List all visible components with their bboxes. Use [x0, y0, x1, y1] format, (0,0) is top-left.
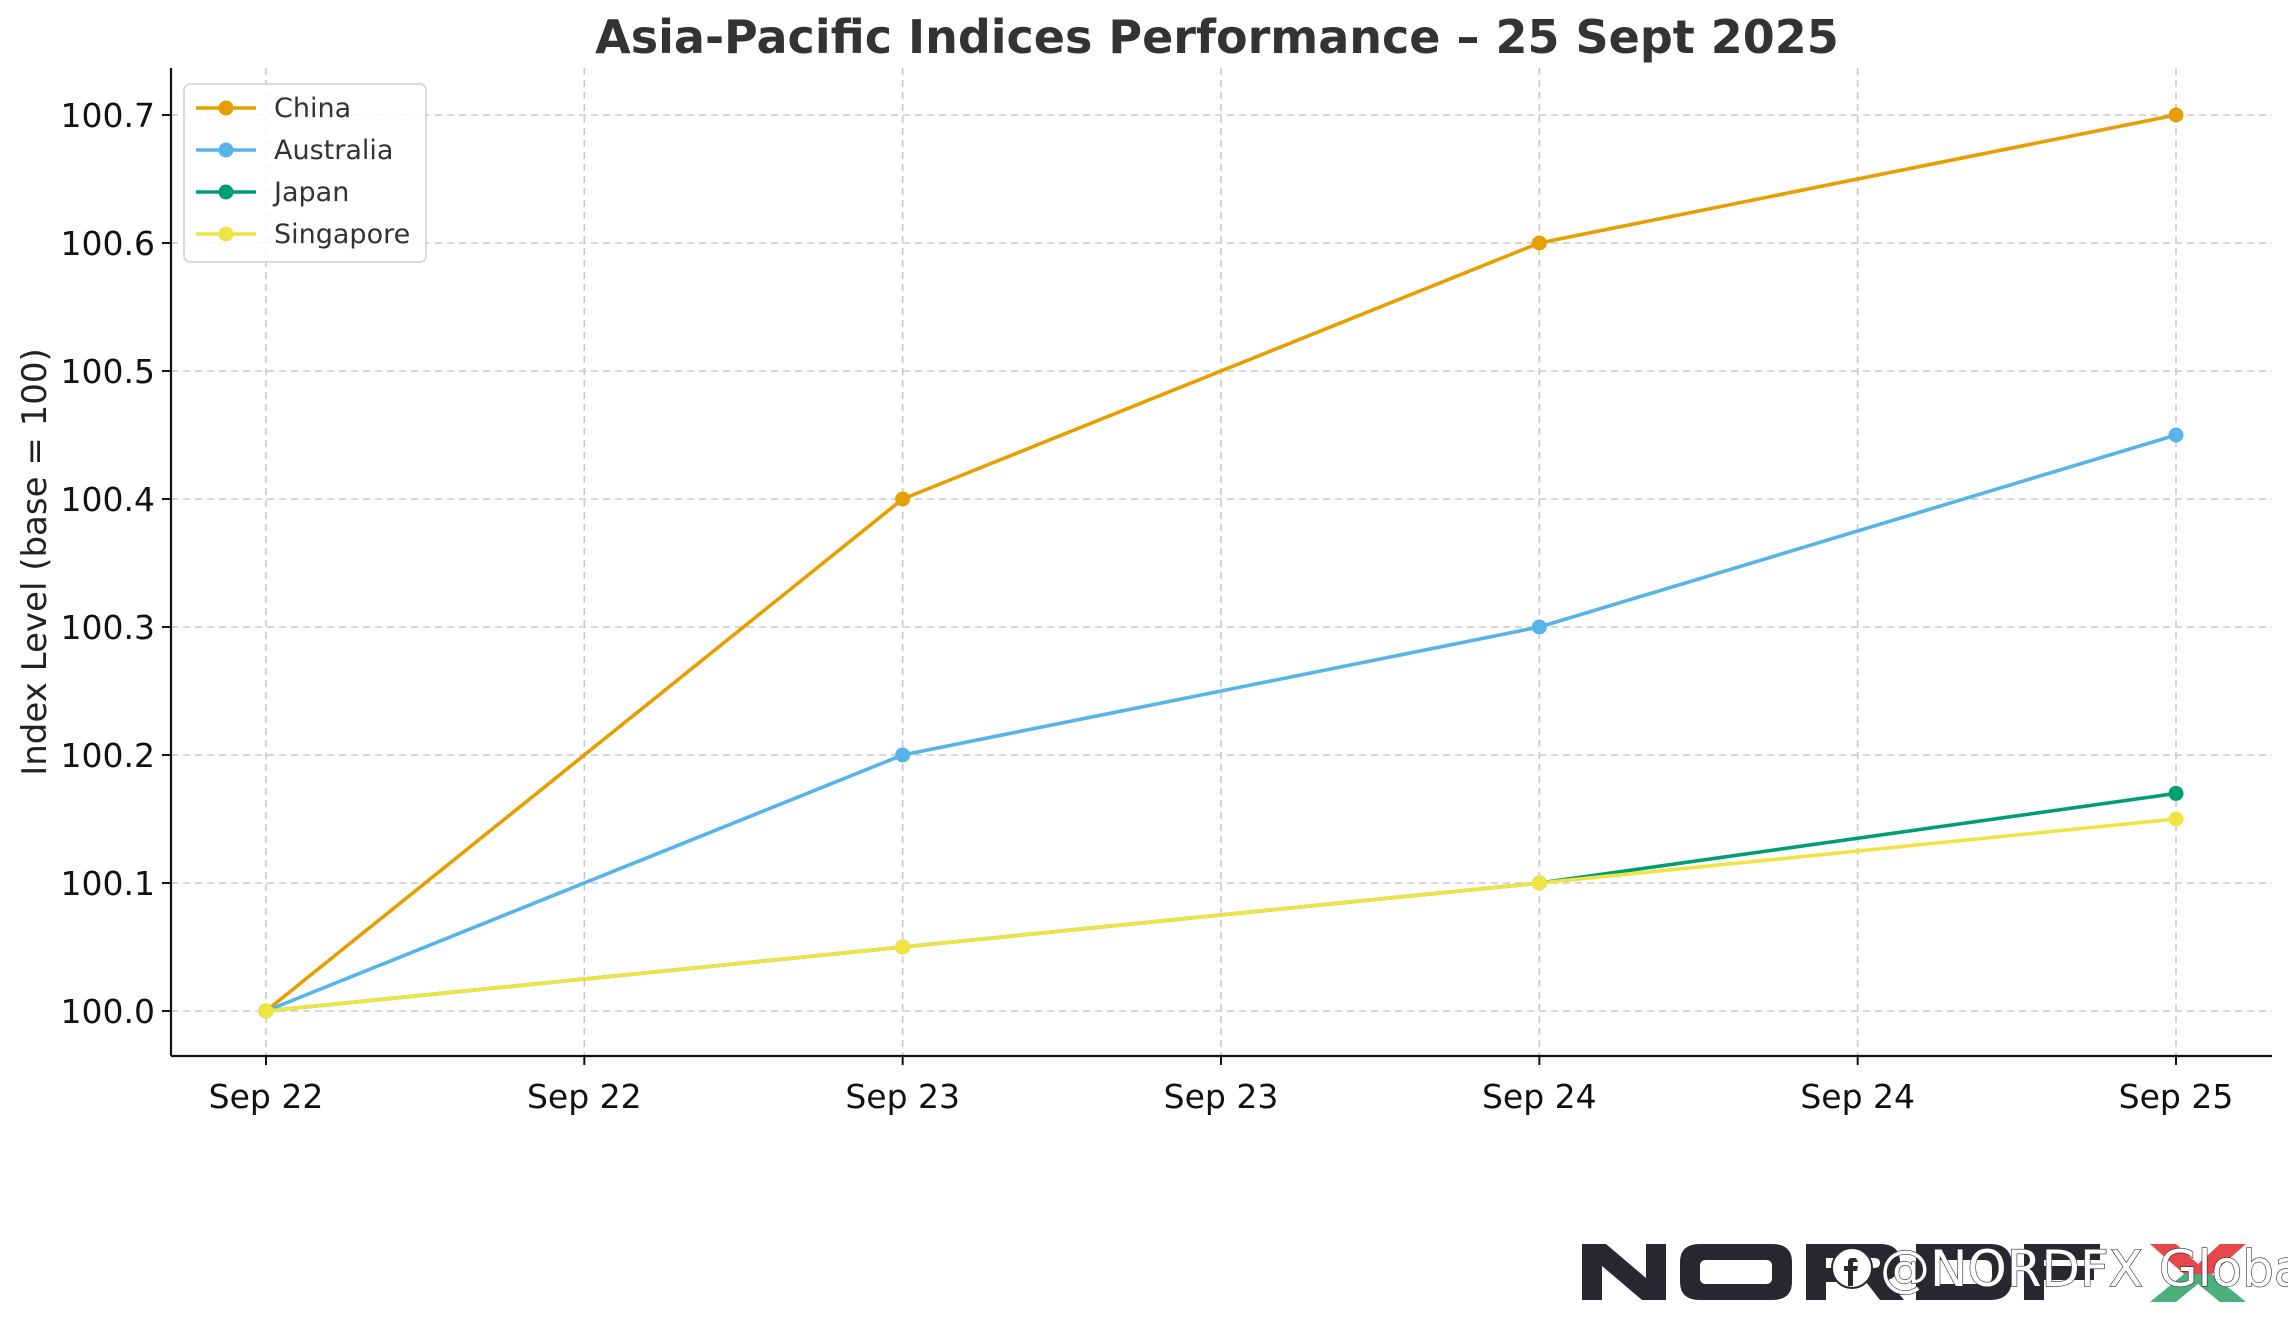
legend-item-singapore: Singapore — [196, 219, 410, 250]
data-point-singapore — [2168, 811, 2184, 827]
x-tick-label: Sep 25 — [2119, 1077, 2234, 1116]
data-point-australia — [895, 747, 911, 763]
series-line-australia — [265, 433, 2177, 1013]
legend-item-japan: Japan — [196, 177, 349, 208]
legend-items: China Australia Japan Singapore — [196, 93, 410, 250]
grid — [171, 68, 2272, 1056]
facebook-icon — [1831, 1247, 1873, 1289]
branding: @NORDFX Global — [1582, 1239, 2288, 1302]
legend-label: China — [274, 93, 351, 124]
x-tick-label: Sep 22 — [209, 1077, 324, 1116]
legend-swatch-marker — [218, 142, 234, 158]
y-tick-label: 100.2 — [61, 736, 155, 775]
x-tick-label: Sep 23 — [1164, 1077, 1279, 1116]
data-point-australia — [2168, 427, 2184, 443]
y-tick-label: 100.0 — [61, 992, 155, 1031]
data-point-singapore — [258, 1003, 274, 1019]
legend-swatch-marker — [218, 184, 234, 200]
y-tick-label: 100.4 — [61, 480, 155, 519]
series-line-china — [264, 113, 2177, 1013]
data-point-japan — [2168, 785, 2184, 801]
social-handle: @NORDFX Global — [1880, 1240, 2288, 1298]
legend-label: Japan — [272, 177, 349, 208]
x-tick-label: Sep 23 — [845, 1077, 960, 1116]
legend-item-australia: Australia — [196, 135, 393, 166]
legend-label: Singapore — [274, 219, 410, 250]
data-point-china — [2168, 107, 2184, 123]
x-tick-label: Sep 24 — [1800, 1077, 1915, 1116]
y-tick-label: 100.7 — [61, 96, 155, 135]
y-axis-label: Index Level (base = 100) — [15, 348, 55, 776]
legend-swatch-marker — [218, 100, 234, 116]
data-point-singapore — [895, 939, 911, 955]
x-tick-label: Sep 24 — [1482, 1077, 1597, 1116]
legend-item-china: China — [196, 93, 351, 124]
legend-frame — [183, 83, 427, 263]
x-tick-label: Sep 22 — [527, 1077, 642, 1116]
y-axis-ticks: 100.0 100.1 100.2 100.3 100.4 100.5 100.6 100.7 — [61, 96, 171, 1031]
data-point-singapore — [1531, 875, 1547, 891]
series — [258, 107, 2184, 1019]
chart-title: Asia-Pacific Indices Performance – 25 Se… — [595, 10, 1839, 64]
y-tick-label: 100.1 — [61, 864, 155, 903]
logo-x-mark — [2150, 1244, 2246, 1302]
data-point-china — [1531, 235, 1547, 251]
y-tick-label: 100.3 — [61, 608, 155, 647]
data-point-china — [895, 491, 911, 507]
data-point-australia — [1531, 619, 1547, 635]
series-singapore — [258, 811, 2184, 1019]
legend-swatch-marker — [218, 226, 234, 242]
legend-label: Australia — [274, 135, 393, 166]
y-tick-label: 100.6 — [61, 224, 155, 263]
x-axis-ticks: Sep 22 Sep 22 Sep 23 Sep 23 Sep 24 Sep 24 Sep … — [209, 1056, 2234, 1116]
series-line-singapore — [265, 817, 2177, 1013]
y-tick-label: 100.5 — [61, 352, 155, 391]
legend: China Australia Japan Singapore — [183, 83, 427, 263]
